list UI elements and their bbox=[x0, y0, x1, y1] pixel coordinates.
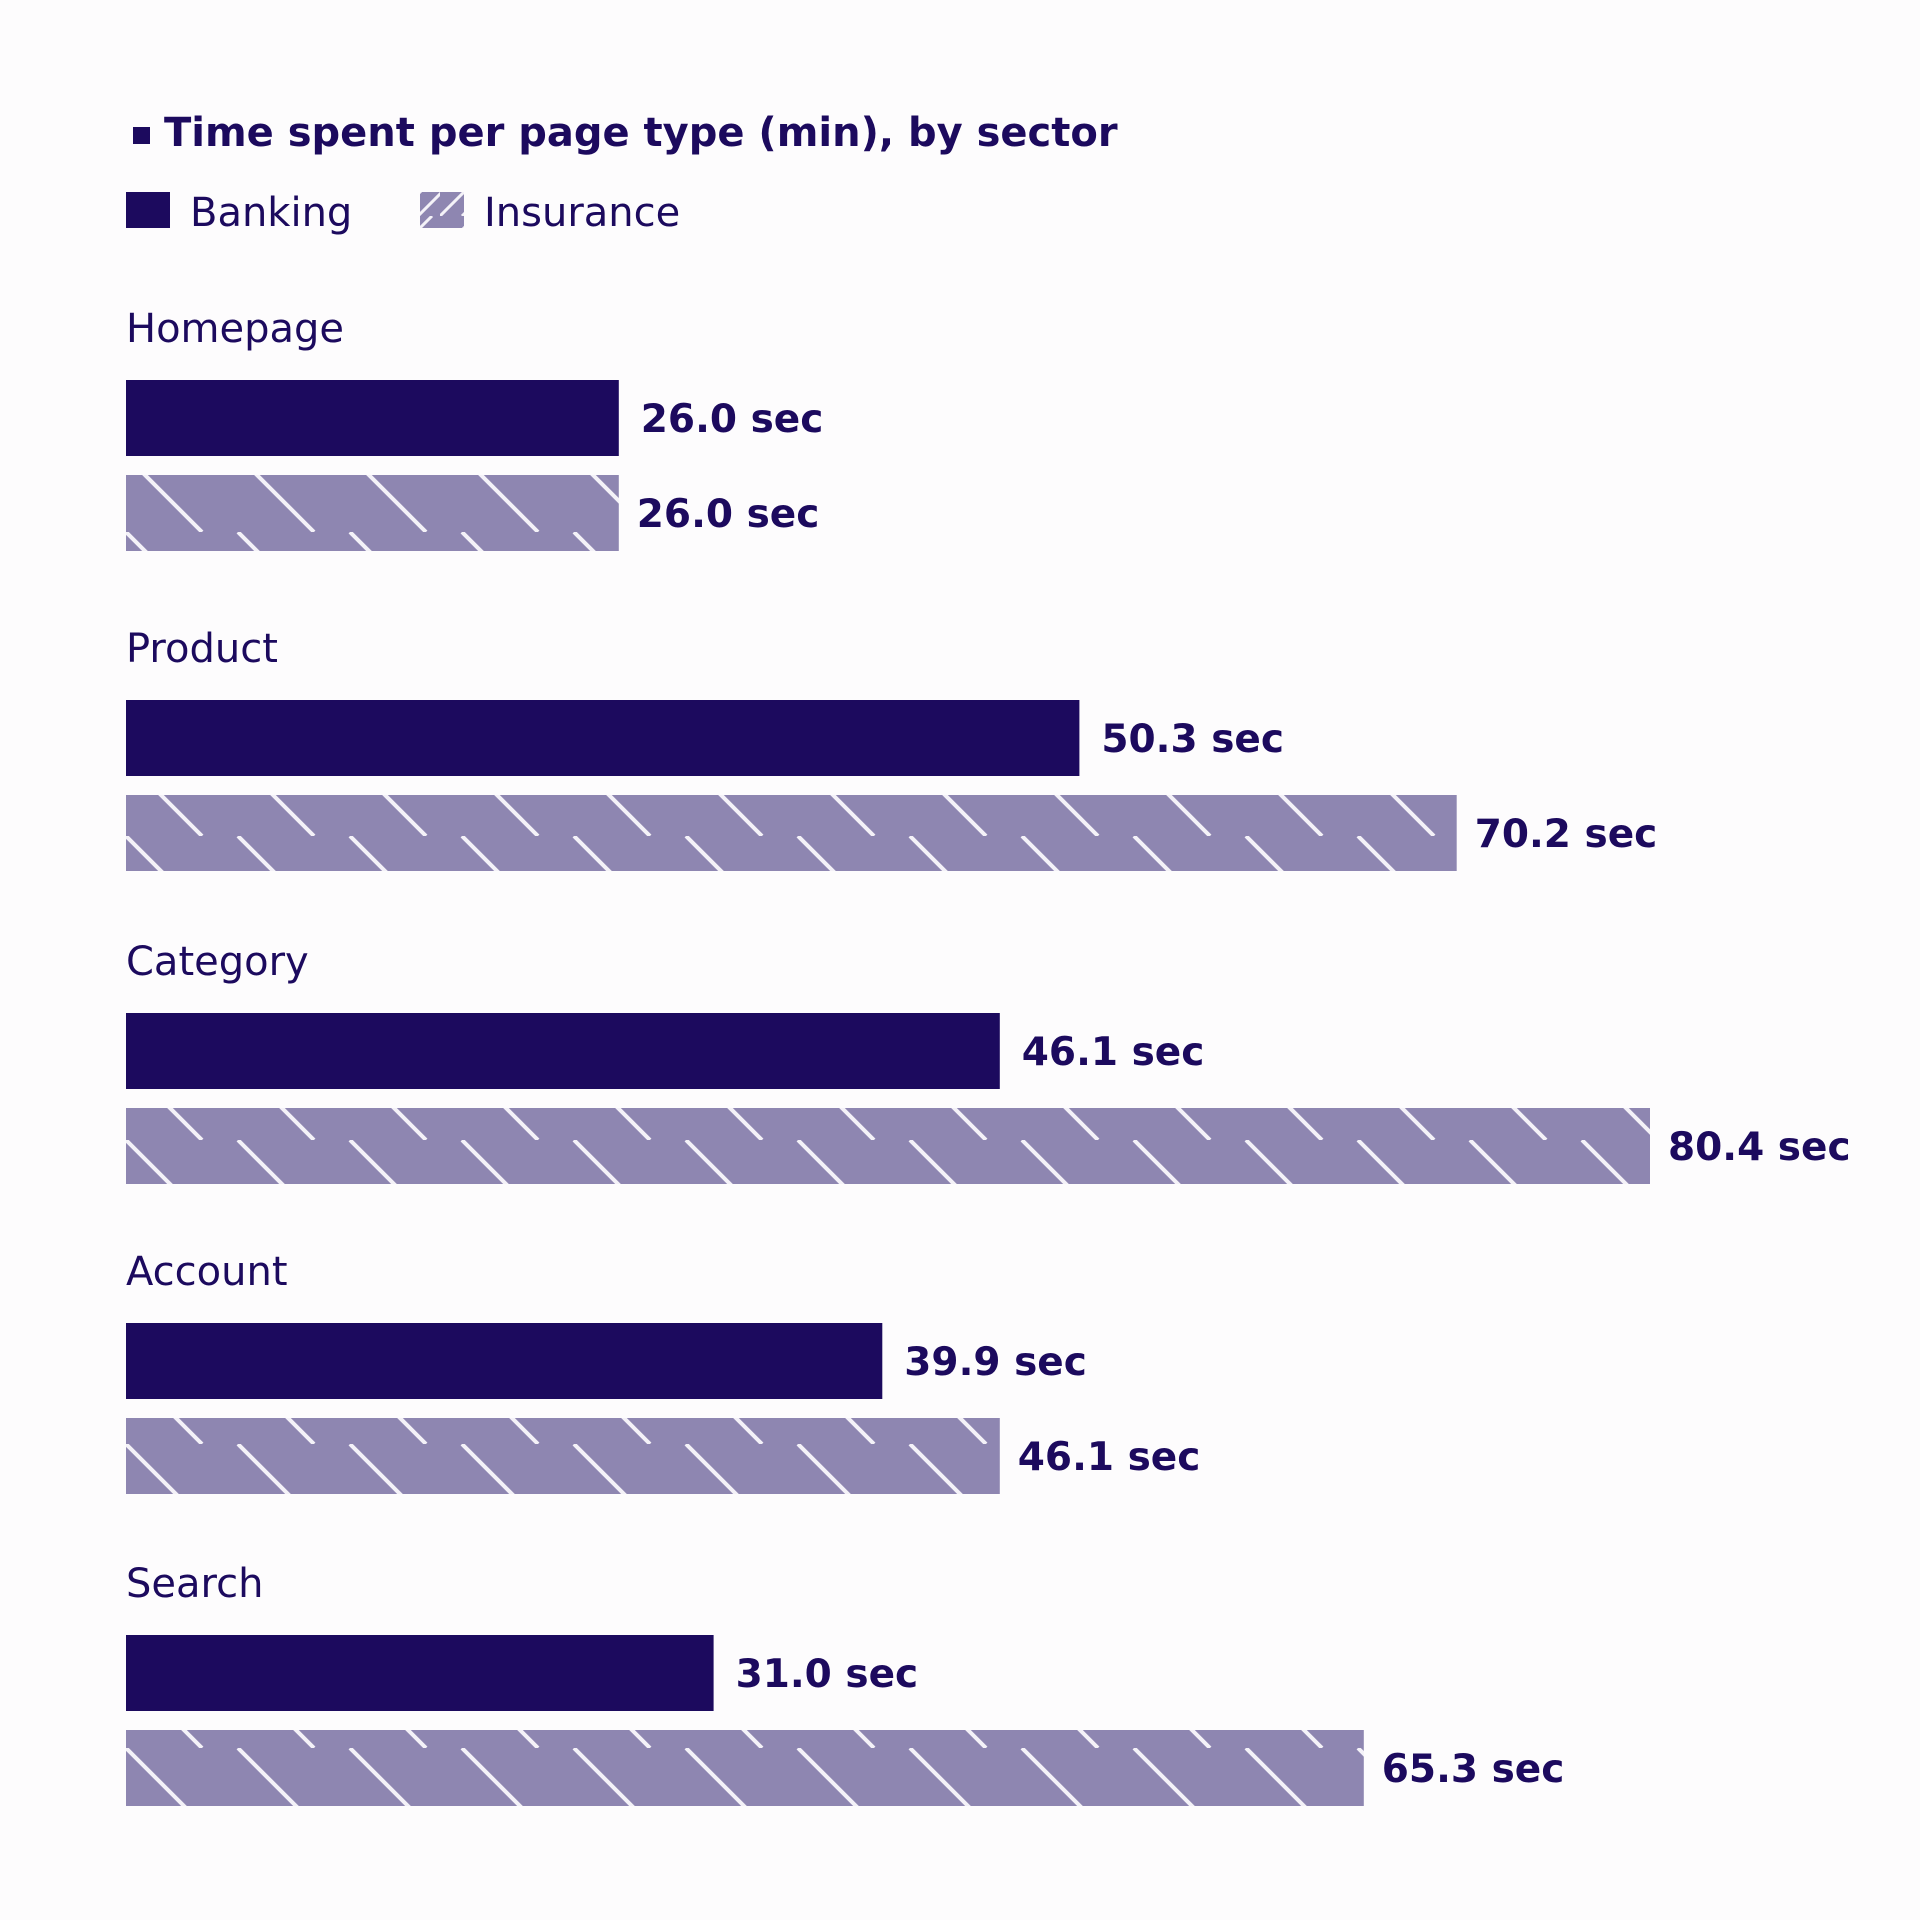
bar-banking-product bbox=[126, 700, 1080, 776]
bar-insurance-homepage bbox=[126, 475, 619, 551]
category-label-product: Product bbox=[126, 626, 278, 672]
bar-insurance-search bbox=[126, 1730, 1364, 1806]
value-label-banking-search: 31.0 sec bbox=[736, 1652, 919, 1697]
bar-insurance-product bbox=[126, 795, 1457, 871]
value-label-banking-homepage: 26.0 sec bbox=[641, 397, 824, 442]
value-label-insurance-account: 46.1 sec bbox=[1018, 1435, 1201, 1480]
legend-label-banking: Banking bbox=[190, 190, 352, 236]
value-label-insurance-category: 80.4 sec bbox=[1668, 1125, 1851, 1170]
legend: Banking Insurance bbox=[126, 190, 680, 236]
category-label-homepage: Homepage bbox=[126, 306, 344, 352]
bar-banking-account bbox=[126, 1323, 883, 1399]
title-marker bbox=[133, 127, 150, 144]
bar-insurance-account bbox=[126, 1418, 1000, 1494]
legend-swatch-insurance bbox=[420, 192, 464, 228]
value-label-insurance-search: 65.3 sec bbox=[1382, 1747, 1565, 1792]
category-label-category: Category bbox=[126, 939, 309, 985]
value-label-insurance-product: 70.2 sec bbox=[1475, 812, 1658, 857]
legend-swatch-banking bbox=[126, 192, 170, 228]
category-label-search: Search bbox=[126, 1561, 263, 1607]
value-label-banking-product: 50.3 sec bbox=[1101, 717, 1284, 762]
value-label-banking-category: 46.1 sec bbox=[1022, 1030, 1205, 1075]
plot-area: Homepage 26.0 sec 26.0 sec Product 50.3 sec 7… bbox=[126, 306, 1851, 1806]
value-label-banking-account: 39.9 sec bbox=[904, 1340, 1087, 1385]
chart-title: Time spent per page type (min), by secto… bbox=[164, 110, 1118, 156]
bar-banking-category bbox=[126, 1013, 1000, 1089]
bar-insurance-category bbox=[126, 1108, 1650, 1184]
bar-banking-search bbox=[126, 1635, 714, 1711]
category-label-account: Account bbox=[126, 1249, 288, 1295]
value-label-insurance-homepage: 26.0 sec bbox=[637, 492, 820, 537]
legend-label-insurance: Insurance bbox=[484, 190, 680, 236]
bar-banking-homepage bbox=[126, 380, 619, 456]
